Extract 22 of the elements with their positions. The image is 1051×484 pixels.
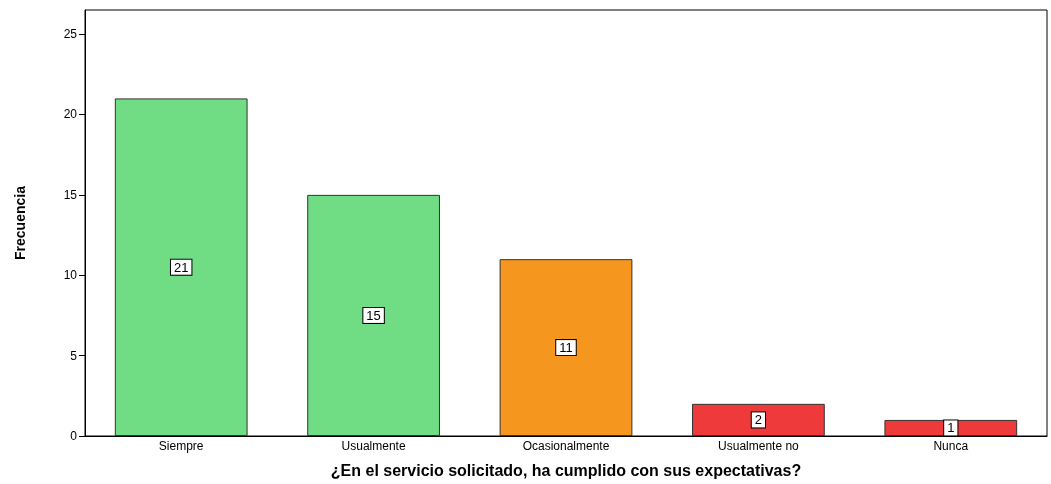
x-axis-title: ¿En el servicio solicitado, ha cumplido con sus expectativas? [330,461,802,479]
x-tick-label: Siempre [158,439,204,453]
x-tick-label: Usualmente no [718,439,800,453]
y-axis-title: Frecuencia [12,185,28,260]
x-tick-label: Nunca [933,439,969,453]
bar [114,98,248,436]
y-tick-label: 10 [63,268,78,283]
bar [499,259,633,436]
x-tick-label: Usualmente [341,439,406,453]
bar [692,403,825,436]
data-label: 1 [947,420,955,436]
data-label: 21 [173,259,189,275]
data-label: 15 [366,307,381,323]
data-label: 2 [754,412,763,428]
y-tick-label: 20 [63,107,78,122]
data-label: 11 [559,340,573,356]
y-tick-label: 0 [70,429,78,443]
y-tick-label: 25 [63,27,78,42]
y-tick-label: 5 [70,348,78,363]
y-tick-label: 15 [63,187,78,202]
bar [307,194,440,436]
x-tick-label: Ocasionalmente [522,439,610,453]
